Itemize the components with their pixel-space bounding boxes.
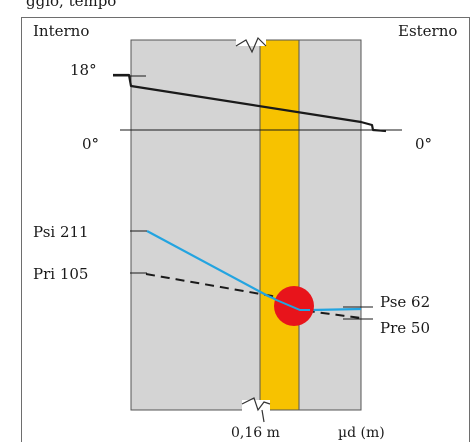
- temp-zero-label-right: 0°: [415, 135, 432, 153]
- saturation-line-overlay: [273, 298, 310, 311]
- mu-d-label: µd (m): [338, 425, 385, 441]
- pre-label: Pre 50: [380, 319, 430, 337]
- temp-inside-label: 18°: [70, 61, 97, 79]
- partial-caption: ggio, tempo: [26, 0, 116, 10]
- wall-section: [130, 39, 362, 411]
- temp-zero-label-left: 0°: [82, 135, 99, 153]
- pse-label: Pse 62: [380, 293, 430, 311]
- psi-label: Psi 211: [33, 223, 89, 241]
- thickness-label: 0,16 m: [231, 425, 280, 441]
- top-break-symbol: [235, 28, 267, 54]
- inside-label: Interno: [33, 22, 89, 40]
- outside-label: Esterno: [398, 22, 457, 40]
- pri-label: Pri 105: [33, 265, 88, 283]
- bottom-break-symbol: [241, 397, 271, 423]
- condensation-marker: [274, 286, 314, 326]
- temperature-profile-line: [113, 73, 387, 133]
- insulation-layer: [259, 39, 300, 411]
